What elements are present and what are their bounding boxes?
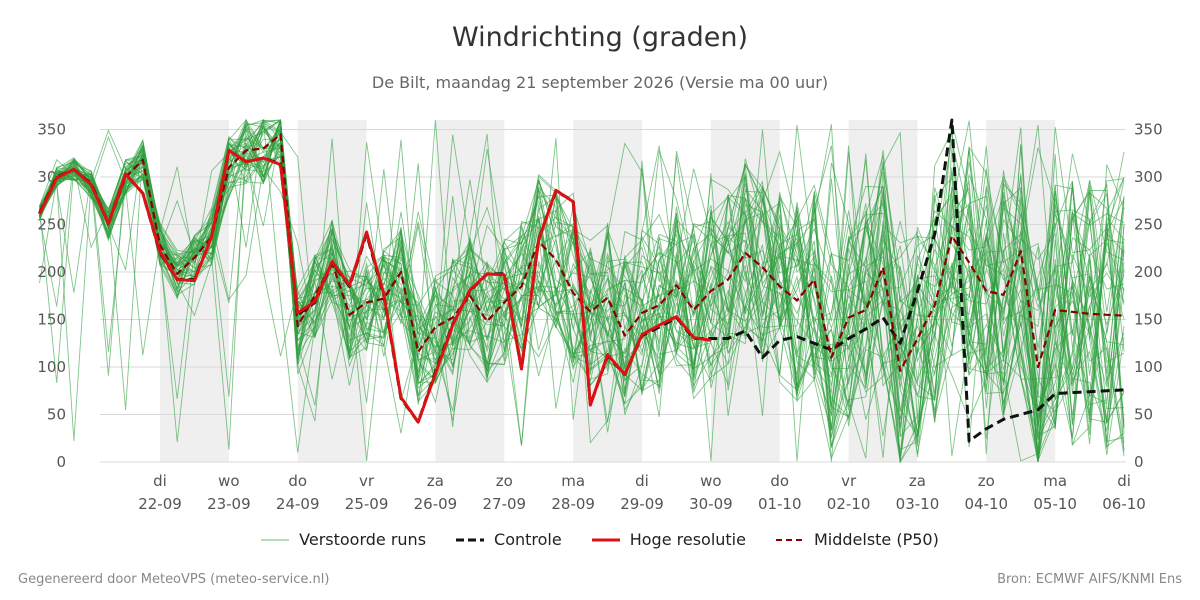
x-tick-date-05-10: 05-10 (1033, 495, 1077, 513)
x-tick-date-26-09: 26-09 (414, 495, 458, 513)
x-tick-weekday-25-09: vr (359, 472, 375, 490)
x-tick-weekday-05-10: ma (1043, 472, 1067, 490)
shade-band-0 (160, 120, 229, 462)
y-tick-right-150: 150 (1134, 311, 1163, 329)
x-tick-weekday-24-09: do (288, 472, 307, 490)
legend-swatch-controle (456, 538, 485, 541)
x-tick-date-22-09: 22-09 (138, 495, 182, 513)
x-axis: di 22-09 wo 23-09 do 24-09 vr 25-09 za 26-09 zo 27-… (138, 472, 1146, 513)
legend-item-controle: Controle (456, 530, 562, 549)
ensemble-member-4 (39, 133, 1125, 416)
y-tick-left-200: 200 (37, 263, 66, 281)
ensemble-member-41 (39, 148, 1125, 450)
ensemble-series (39, 118, 1125, 464)
x-tick-weekday-22-09: di (153, 472, 167, 490)
x-tick-weekday-01-10: do (770, 472, 789, 490)
legend-item-ensemble: Verstoorde runs (261, 530, 426, 549)
y-axis-right: 0 50 100 150 200 250 300 350 (1134, 121, 1163, 472)
y-tick-left-50: 50 (47, 406, 66, 424)
footer-generator: Gegenereerd door MeteoVPS (meteo-service… (18, 572, 330, 587)
x-tick-weekday-26-09: za (427, 472, 444, 490)
x-tick-weekday-30-09: wo (700, 472, 721, 490)
legend: Verstoorde runs Controle Hoge resolutie … (0, 530, 1200, 549)
y-tick-right-200: 200 (1134, 263, 1163, 281)
legend-label-controle: Controle (494, 530, 562, 549)
y-tick-right-350: 350 (1134, 121, 1163, 139)
x-tick-date-28-09: 28-09 (551, 495, 595, 513)
legend-item-p50: Middelste (P50) (775, 530, 939, 549)
x-tick-weekday-28-09: ma (561, 472, 585, 490)
y-tick-right-0: 0 (1134, 453, 1144, 471)
x-tick-date-04-10: 04-10 (965, 495, 1009, 513)
x-tick-weekday-23-09: wo (218, 472, 239, 490)
x-tick-weekday-04-10: zo (978, 472, 995, 490)
x-tick-date-25-09: 25-09 (345, 495, 389, 513)
legend-label-hoge-resolutie: Hoge resolutie (629, 530, 746, 549)
y-tick-right-250: 250 (1134, 216, 1163, 234)
x-tick-date-23-09: 23-09 (207, 495, 251, 513)
x-tick-date-30-09: 30-09 (689, 495, 733, 513)
legend-swatch-ensemble (261, 539, 290, 540)
legend-swatch-hoge-resolutie (591, 538, 620, 541)
y-tick-right-100: 100 (1134, 358, 1163, 376)
chart-subtitle: De Bilt, maandag 21 september 2026 (Vers… (371, 73, 829, 92)
x-tick-date-29-09: 29-09 (620, 495, 664, 513)
x-tick-weekday-02-10: vr (841, 472, 857, 490)
y-tick-left-150: 150 (37, 311, 66, 329)
wind-direction-chart: 0 50 100 150 200 250 300 350 0 50 100 150 200 250 300… (37, 118, 1163, 513)
y-tick-right-50: 50 (1134, 406, 1153, 424)
footer-source: Bron: ECMWF AIFS/KNMI Ens (997, 572, 1182, 587)
series-line-hoge-resolutie (38, 148, 712, 424)
x-tick-date-06-10: 06-10 (1102, 495, 1146, 513)
x-tick-weekday-29-09: di (635, 472, 649, 490)
x-tick-date-03-10: 03-10 (896, 495, 940, 513)
x-tick-weekday-27-09: zo (496, 472, 513, 490)
ensemble-member-42 (39, 145, 1125, 430)
x-tick-weekday-03-10: za (909, 472, 926, 490)
x-tick-date-27-09: 27-09 (483, 495, 527, 513)
y-tick-right-300: 300 (1134, 168, 1163, 186)
legend-label-ensemble: Verstoorde runs (299, 530, 427, 549)
x-tick-weekday-06-10: di (1117, 472, 1131, 490)
x-tick-date-01-10: 01-10 (758, 495, 802, 513)
chart-title: Windrichting (graden) (451, 22, 749, 53)
ensemble-member-38 (39, 127, 1125, 464)
y-tick-left-100: 100 (37, 358, 66, 376)
legend-label-p50: Middelste (P50) (813, 530, 939, 549)
ensemble-member-49 (39, 138, 1125, 443)
legend-swatch-p50 (775, 538, 804, 541)
y-tick-left-350: 350 (37, 121, 66, 139)
x-tick-date-24-09: 24-09 (276, 495, 320, 513)
ensemble-member-46 (39, 126, 1125, 457)
legend-item-hoge-resolutie: Hoge resolutie (591, 530, 746, 549)
y-tick-left-0: 0 (56, 453, 66, 471)
x-tick-date-02-10: 02-10 (827, 495, 871, 513)
main-series (38, 118, 1125, 443)
